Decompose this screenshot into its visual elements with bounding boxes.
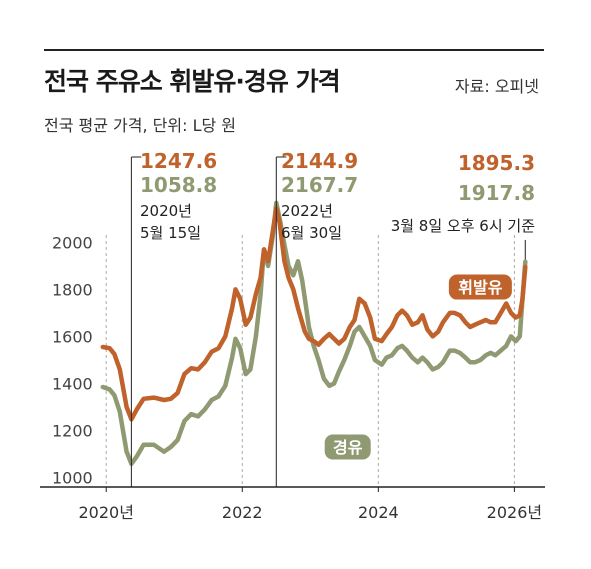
top-rule xyxy=(44,49,544,51)
annotation-diesel-value-1: 2167.7 xyxy=(281,173,358,197)
x-tick-label-2: 2024 xyxy=(358,503,399,522)
x-tick-label-0: 2020년 xyxy=(78,503,133,522)
y-tick-label-3: 1600 xyxy=(52,327,93,346)
annotation-date-0-1: 5월 15일 xyxy=(140,224,201,242)
annotation-gasoline-value-2: 1895.3 xyxy=(458,151,535,175)
x-tick-label-1: 2022 xyxy=(222,503,263,522)
y-tick-label-4: 1800 xyxy=(52,280,93,299)
series-badge-label-1: 경유 xyxy=(333,438,363,457)
y-tick-label-2: 1400 xyxy=(52,374,93,393)
series-badge-0 xyxy=(448,274,512,300)
annotation-gasoline-value-0: 1247.6 xyxy=(140,149,217,173)
x-tick-label-3: 2026년 xyxy=(487,503,542,522)
annotation-diesel-value-0: 1058.8 xyxy=(140,173,217,197)
y-tick-label-5: 2000 xyxy=(52,233,93,252)
annotation-date-2-0: 3월 8일 오후 6시 기준 xyxy=(391,217,536,235)
annotation-date-1-0: 2022년 xyxy=(281,202,333,220)
chart-subtitle: 전국 평균 가격, 단위: L당 원 xyxy=(44,116,237,135)
annotation-diesel-value-2: 1917.8 xyxy=(458,181,535,205)
series-line-diesel xyxy=(100,200,528,467)
series-badge-label-0: 휘발유 xyxy=(458,278,502,297)
chart-title: 전국 주유소 휘발유·경유 가격 xyxy=(44,67,341,96)
annotation-date-0-0: 2020년 xyxy=(140,202,192,220)
source-note: 자료: 오피넷 xyxy=(454,77,539,96)
y-tick-label-1: 1200 xyxy=(52,422,93,441)
annotation-gasoline-value-1: 2144.9 xyxy=(281,149,358,173)
y-tick-label-0: 1000 xyxy=(52,469,93,488)
annotation-date-1-1: 6월 30일 xyxy=(281,224,342,242)
series-badge-1 xyxy=(324,434,371,460)
series-line-gasoline xyxy=(100,206,528,422)
